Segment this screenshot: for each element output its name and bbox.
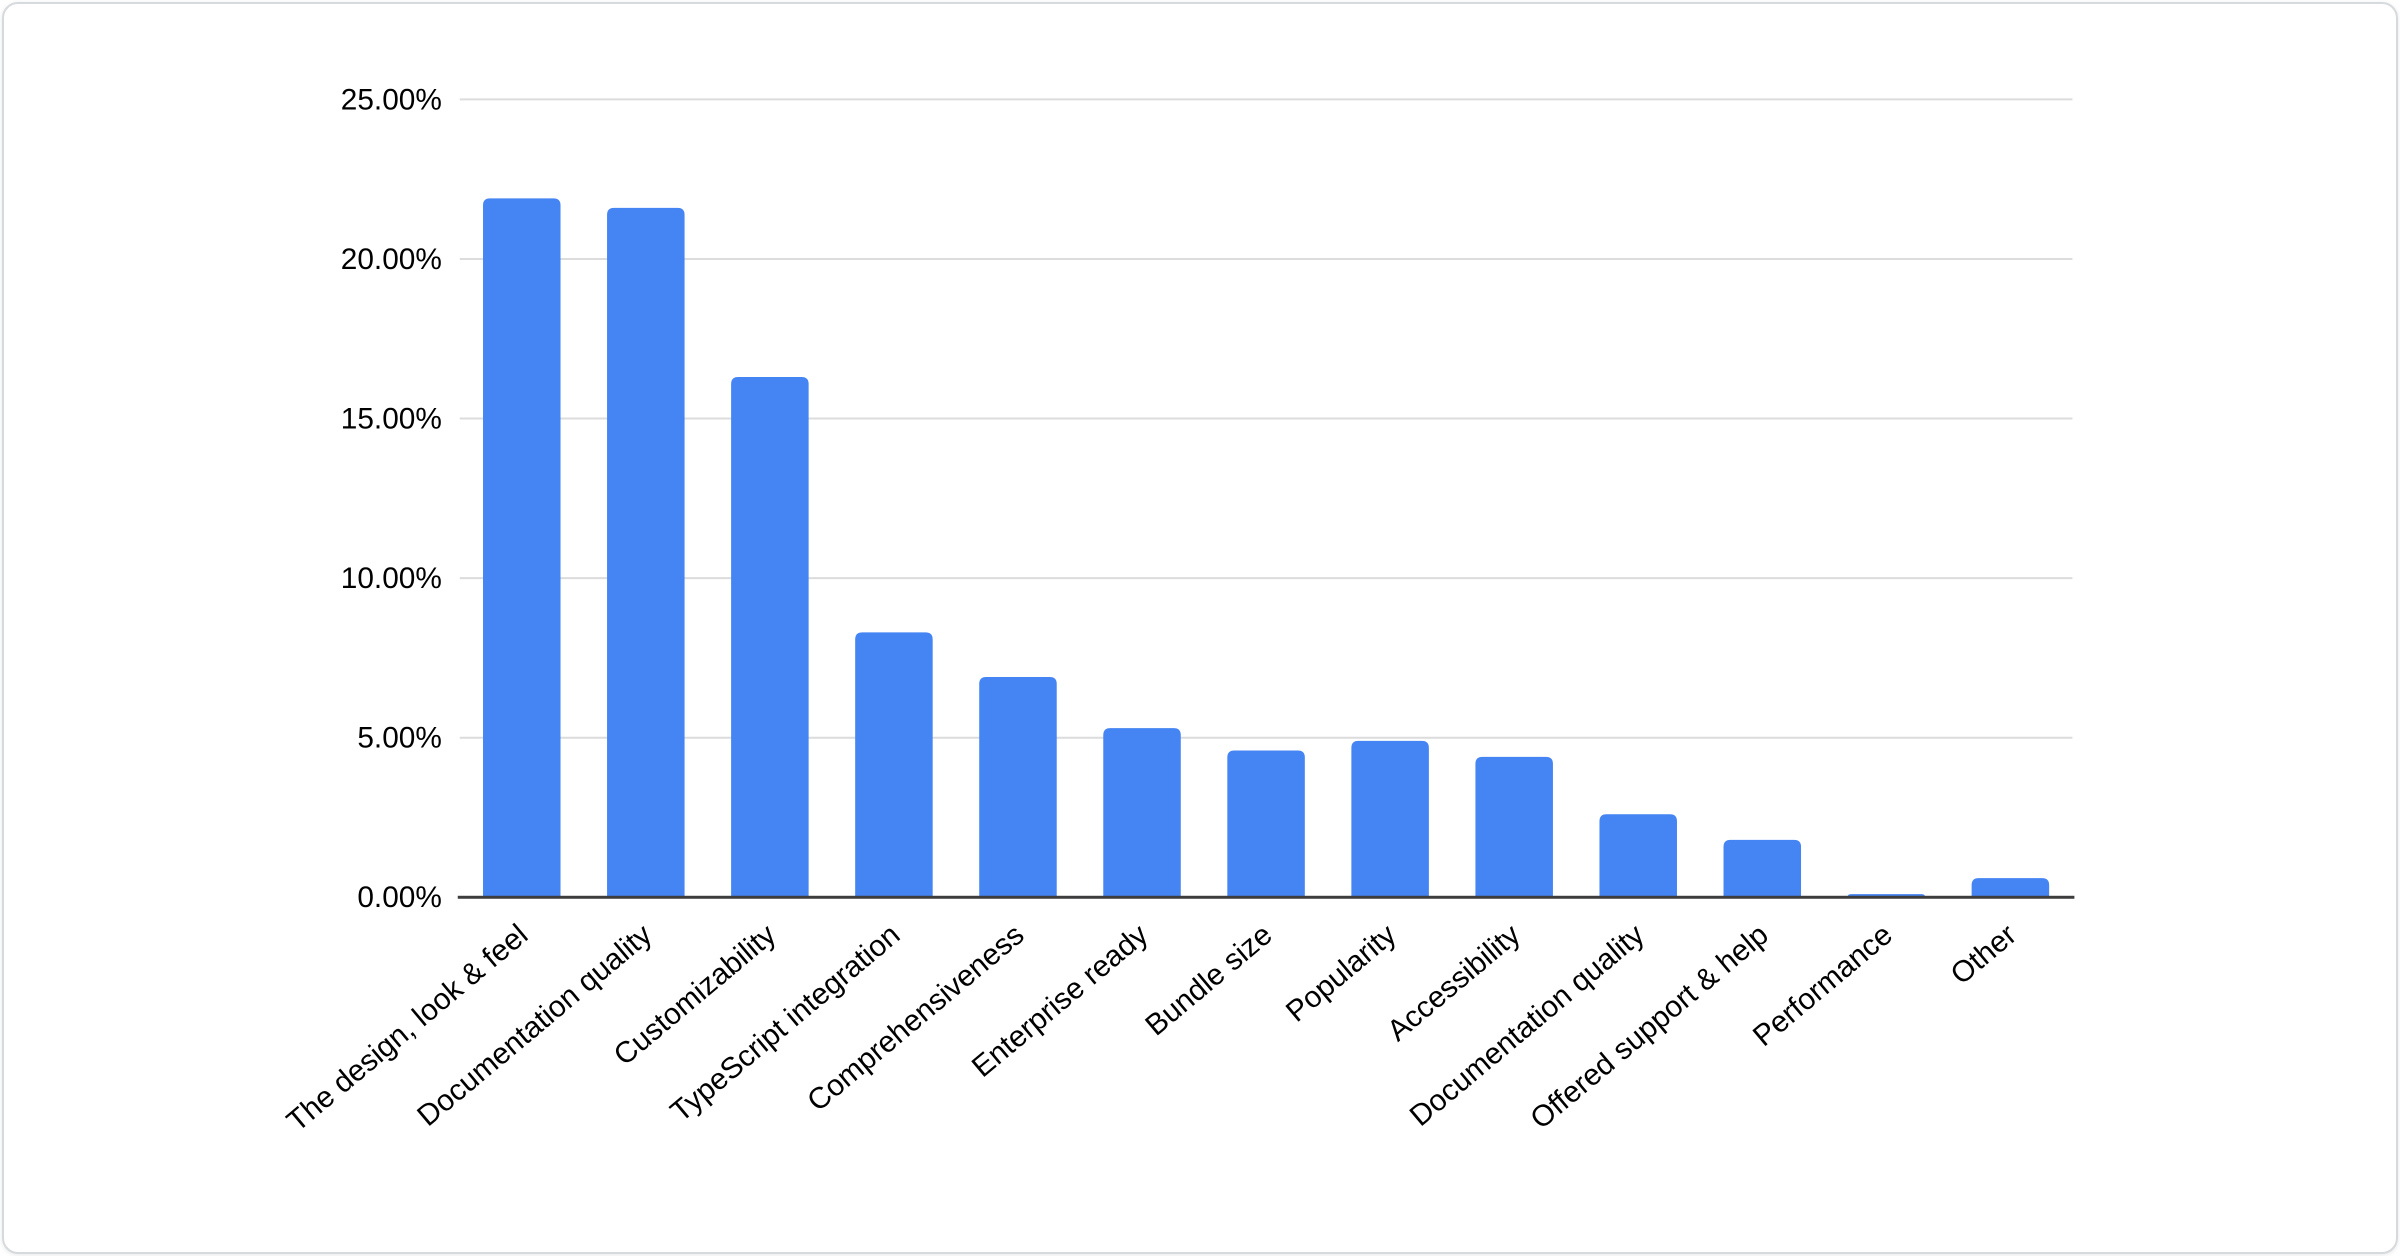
bar-8	[1475, 756, 1553, 898]
x-axis-category-label: Documentation quality	[1404, 918, 1651, 1133]
bar-12	[1971, 878, 2050, 898]
bar-2	[731, 377, 809, 898]
x-axis-category-label: Bundle size	[1139, 918, 1278, 1042]
bar-chart: 0.00% 5.00% 10.00% 15.00% 20.00% 25.00% The d…	[281, 83, 2075, 1138]
y-axis-tick-label: 25.00%	[341, 83, 442, 116]
bar-1	[607, 207, 685, 898]
bar-7	[1351, 740, 1429, 898]
x-axis-category-label: Other	[1945, 918, 2023, 991]
y-axis-tick-label: 0.00%	[357, 881, 441, 914]
bar-4	[979, 677, 1057, 898]
y-axis-tick-label: 10.00%	[341, 562, 442, 595]
x-axis-category-label: Comprehensiveness	[801, 918, 1030, 1118]
bar-10	[1723, 839, 1802, 898]
y-axis-tick-label: 15.00%	[341, 402, 442, 435]
x-axis-category-label: Popularity	[1280, 918, 1403, 1029]
bar-3	[855, 632, 933, 898]
bar-6	[1227, 750, 1305, 898]
x-axis-category-label: TypeScript integration	[664, 918, 906, 1129]
bar-9	[1599, 814, 1677, 898]
bars-layer	[483, 198, 2050, 898]
y-axis-tick-label: 20.00%	[341, 243, 442, 276]
x-axis-category-label: Offered support & help	[1524, 918, 1774, 1136]
y-axis-tick-label: 5.00%	[357, 722, 441, 755]
bar-5	[1103, 728, 1181, 898]
bar-0	[483, 198, 561, 898]
y-axis-labels-layer: 0.00% 5.00% 10.00% 15.00% 20.00% 25.00%	[341, 83, 442, 914]
x-axis-line-layer	[457, 895, 2075, 899]
x-axis-category-label: The design, look & feel	[281, 918, 534, 1138]
gridlines-layer	[459, 98, 2073, 739]
x-axis-line	[457, 895, 2075, 899]
x-axis-category-label: Documentation quality	[411, 918, 658, 1133]
